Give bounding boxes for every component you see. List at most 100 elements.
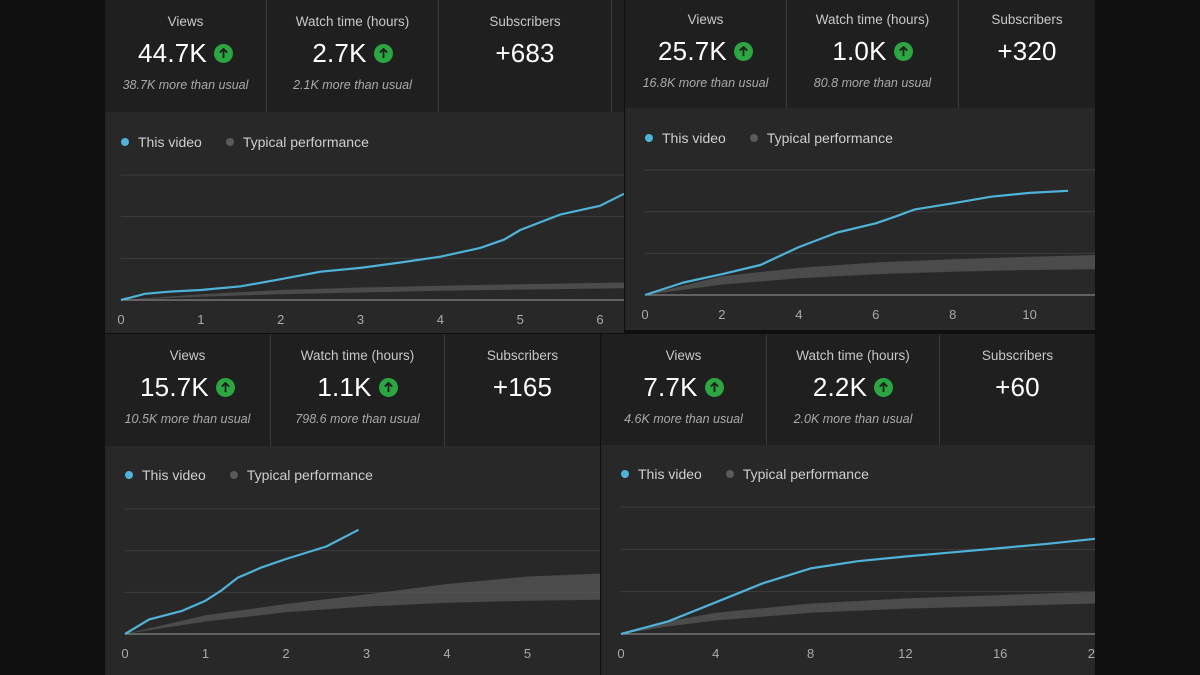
x-tick-label: 10	[1022, 307, 1036, 322]
arrow-up-icon	[378, 377, 398, 397]
this-video-line	[124, 528, 360, 635]
stat-value: 2.2K	[812, 371, 868, 402]
legend-typical: Typical performance	[742, 466, 869, 482]
arrow-up-icon	[704, 377, 724, 397]
this-video-line	[620, 537, 1095, 636]
x-tick-label: 3	[357, 312, 364, 327]
legend-dot-typical	[725, 470, 734, 478]
x-tick-label: 0	[617, 646, 624, 661]
legend-typical: Typical performance	[766, 130, 893, 146]
panel-bottom-left: Views 15.7K 10.5K more than usual Watch …	[105, 334, 600, 675]
stats-row: Views 7.7K 4.6K more than usual Watch ti…	[601, 334, 1095, 445]
legend-dot-this-video	[645, 134, 653, 142]
stat-comparison: 80.8 more than usual	[813, 76, 932, 90]
arrow-up-icon	[893, 41, 913, 61]
x-tick-label: 6	[596, 312, 603, 327]
legend-dot-typical	[225, 138, 234, 146]
legend-dot-this-video	[621, 470, 629, 478]
stat-label: Views	[687, 12, 724, 27]
stat-subscribers[interactable]: Subscribers +320	[959, 0, 1095, 108]
stat-watch-time[interactable]: Watch time (hours) 2.2K 2.0K more than u…	[767, 334, 940, 445]
stats-row: Views 44.7K 38.7K more than usual Watch …	[105, 0, 624, 112]
stat-label: Subscribers	[991, 12, 1063, 27]
stat-subscribers[interactable]: Subscribers +683	[439, 0, 612, 112]
views-chart[interactable]: 0 4 8 12 16 20	[601, 334, 1095, 675]
stat-comparison: 4.6K more than usual	[624, 412, 743, 426]
panel-top-left: Views 44.7K 38.7K more than usual Watch …	[105, 0, 624, 333]
typical-performance-band	[645, 255, 1095, 295]
views-chart[interactable]: 0 1 2 3 4 5 6	[105, 0, 624, 333]
stat-value: 2.7K	[312, 37, 367, 68]
arrow-up-icon	[733, 41, 753, 61]
x-tick-label: 4	[712, 646, 719, 661]
arrow-up-icon	[213, 43, 233, 63]
x-tick-label: 2	[282, 646, 289, 661]
stat-label: Watch time (hours)	[295, 14, 410, 29]
x-tick-label: 6	[872, 307, 879, 322]
arrow-up-icon	[373, 43, 393, 63]
chart-legend: This video Typical performance	[125, 467, 397, 483]
x-tick-label: 5	[524, 646, 531, 661]
x-tick-label: 2	[718, 307, 725, 322]
x-tick-label: 0	[117, 312, 124, 327]
stat-value: +165	[492, 371, 553, 402]
typical-performance-band	[621, 591, 1095, 634]
legend-dot-this-video	[125, 471, 133, 479]
x-tick-label: 1	[197, 312, 204, 327]
stat-subscribers[interactable]: Subscribers +60	[940, 334, 1095, 445]
stat-label: Views	[665, 348, 702, 363]
stat-views[interactable]: Views 15.7K 10.5K more than usual	[105, 334, 271, 446]
views-chart[interactable]: 0 1 2 3 4 5	[105, 334, 600, 675]
stats-row: Views 25.7K 16.8K more than usual Watch …	[625, 0, 1095, 108]
stat-label: Subscribers	[486, 348, 559, 363]
legend-this-video: This video	[662, 130, 726, 146]
stat-label: Subscribers	[981, 348, 1054, 363]
legend-dot-typical	[749, 134, 758, 142]
stat-watch-time[interactable]: Watch time (hours) 1.0K 80.8 more than u…	[787, 0, 959, 108]
stat-comparison: 2.1K more than usual	[293, 78, 412, 92]
stat-value: +683	[495, 37, 555, 68]
chart-legend: This video Typical performance	[121, 134, 393, 150]
x-tick-label: 1	[202, 646, 209, 661]
x-tick-label: 8	[949, 307, 956, 322]
x-tick-label: 2	[277, 312, 284, 327]
panel-top-right: Views 25.7K 16.8K more than usual Watch …	[625, 0, 1095, 330]
legend-dot-this-video	[121, 138, 129, 146]
legend-typical: Typical performance	[246, 467, 373, 483]
stat-value: +320	[997, 35, 1057, 66]
stat-label: Watch time (hours)	[300, 348, 415, 363]
stat-views[interactable]: Views 44.7K 38.7K more than usual	[105, 0, 267, 112]
typical-performance-band	[121, 282, 624, 300]
stat-views[interactable]: Views 25.7K 16.8K more than usual	[625, 0, 787, 108]
stat-label: Views	[169, 348, 206, 363]
stat-value: +60	[995, 371, 1040, 402]
legend-this-video: This video	[638, 466, 702, 482]
x-tick-label: 4	[443, 646, 450, 661]
this-video-line	[644, 189, 1069, 297]
stat-label: Watch time (hours)	[815, 12, 930, 27]
stat-comparison: 2.0K more than usual	[793, 412, 913, 426]
stat-value: 15.7K	[140, 371, 209, 402]
x-tick-label: 0	[121, 646, 128, 661]
x-tick-label: 4	[795, 307, 802, 322]
stat-watch-time[interactable]: Watch time (hours) 1.1K 798.6 more than …	[271, 334, 445, 446]
stats-row: Views 15.7K 10.5K more than usual Watch …	[105, 334, 600, 446]
x-tick-label: 4	[437, 312, 444, 327]
x-tick-label: 16	[993, 646, 1007, 661]
arrow-up-icon	[874, 377, 894, 397]
x-tick-label: 0	[641, 307, 648, 322]
views-chart[interactable]: 0 2 4 6 8 10	[625, 0, 1095, 330]
arrow-up-icon	[215, 377, 235, 397]
stat-comparison: 38.7K more than usual	[122, 78, 249, 92]
stat-subscribers[interactable]: Subscribers +165	[445, 334, 600, 446]
chart-legend: This video Typical performance	[645, 130, 917, 146]
stat-value: 44.7K	[138, 37, 207, 68]
stat-views[interactable]: Views 7.7K 4.6K more than usual	[601, 334, 767, 445]
stat-watch-time[interactable]: Watch time (hours) 2.7K 2.1K more than u…	[267, 0, 439, 112]
stat-value: 1.0K	[832, 35, 887, 66]
panel-bottom-right: Views 7.7K 4.6K more than usual Watch ti…	[601, 334, 1095, 675]
stat-value: 7.7K	[643, 371, 698, 402]
legend-typical: Typical performance	[242, 134, 369, 150]
stat-label: Views	[167, 14, 204, 29]
stat-comparison: 10.5K more than usual	[124, 412, 251, 426]
